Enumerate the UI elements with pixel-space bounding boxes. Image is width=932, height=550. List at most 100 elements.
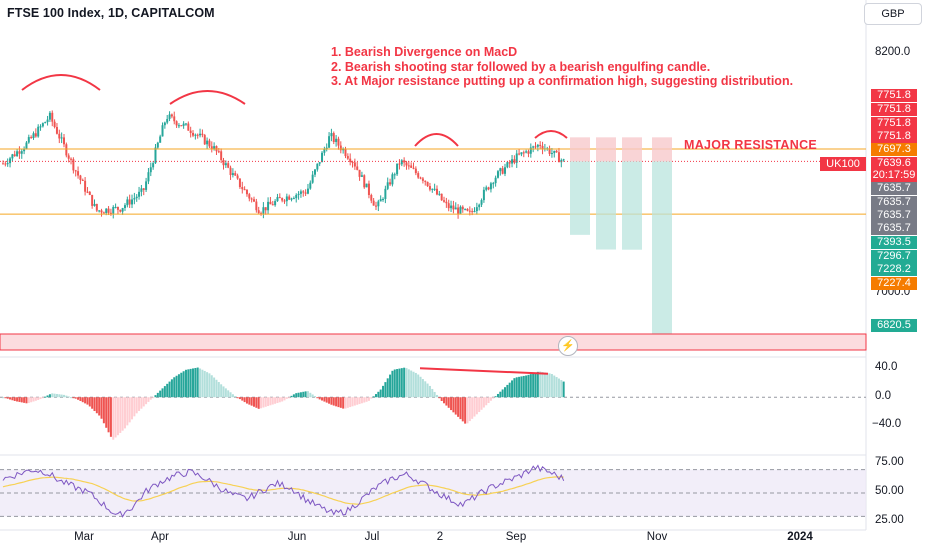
candle xyxy=(107,208,110,213)
candle xyxy=(496,171,499,178)
macd-bar xyxy=(400,368,403,398)
candle xyxy=(278,197,281,199)
macd-bar xyxy=(522,375,525,398)
candle xyxy=(391,174,394,185)
candle xyxy=(534,146,537,148)
candle xyxy=(267,201,270,211)
macd-bar xyxy=(55,393,58,398)
candle xyxy=(398,163,401,165)
currency-selector[interactable]: GBP xyxy=(864,3,922,25)
macd-bar xyxy=(278,397,281,403)
macd-bar xyxy=(93,397,96,411)
candle xyxy=(145,181,148,190)
candle xyxy=(224,163,227,166)
candle xyxy=(147,172,150,182)
candle xyxy=(192,132,195,136)
price-tag: 7227.4 xyxy=(871,277,917,290)
candle xyxy=(74,170,77,172)
candle xyxy=(360,175,363,177)
macd-bar xyxy=(543,372,546,398)
candle xyxy=(365,183,368,188)
candle xyxy=(318,162,321,164)
macd-bar xyxy=(189,368,192,398)
macd-bar xyxy=(485,397,488,406)
candle xyxy=(548,148,551,154)
macd-bar xyxy=(11,397,14,401)
macd-bar xyxy=(541,372,544,398)
macd-bar xyxy=(335,397,338,407)
macd-bar xyxy=(245,397,248,404)
candle xyxy=(337,138,340,146)
candle xyxy=(492,183,495,185)
macd-bar xyxy=(72,397,75,399)
candle xyxy=(34,133,37,137)
candle xyxy=(18,151,21,154)
macd-bar xyxy=(95,397,98,414)
macd-bar xyxy=(112,397,115,440)
macd-bar xyxy=(192,368,195,398)
macd-bar xyxy=(74,397,77,399)
macd-bar xyxy=(438,397,441,399)
candle xyxy=(377,201,380,207)
macd-bar xyxy=(550,374,553,398)
macd-bar xyxy=(534,372,537,398)
candle xyxy=(414,168,417,174)
macd-bar xyxy=(513,378,516,398)
macd-bar xyxy=(229,392,232,398)
candle xyxy=(370,194,373,201)
macd-bar xyxy=(445,397,448,406)
macd-bar xyxy=(555,377,558,398)
macd-bar xyxy=(166,383,169,398)
candle xyxy=(241,187,244,190)
candle xyxy=(140,188,143,192)
macd-bar xyxy=(79,397,82,401)
macd-bar xyxy=(332,397,335,406)
candle xyxy=(210,146,213,150)
candle xyxy=(478,204,481,208)
macd-bar xyxy=(398,368,401,398)
macd-bar xyxy=(159,390,162,398)
macd-bar xyxy=(133,397,136,417)
candle xyxy=(196,134,199,136)
macd-bar xyxy=(51,393,54,398)
candle xyxy=(344,149,347,157)
macd-bar xyxy=(39,397,42,400)
macd-bar xyxy=(213,377,216,398)
macd-bar xyxy=(464,397,467,424)
candle xyxy=(109,212,112,214)
macd-bar xyxy=(170,379,173,398)
candle xyxy=(536,144,539,147)
candle xyxy=(283,200,286,202)
macd-bar xyxy=(281,397,284,402)
candle xyxy=(440,193,443,201)
macd-bar xyxy=(98,397,101,416)
candle xyxy=(328,136,331,148)
candle xyxy=(199,133,202,136)
stop-zone xyxy=(570,137,590,162)
macd-bar xyxy=(276,397,279,404)
candle xyxy=(203,135,206,145)
price-pane xyxy=(0,74,867,351)
macd-bar xyxy=(34,397,37,401)
macd-bar xyxy=(391,370,394,398)
macd-bar xyxy=(283,397,286,401)
candle xyxy=(194,134,197,136)
macd-bar xyxy=(328,397,331,404)
macd-bar xyxy=(140,397,143,409)
candle xyxy=(6,163,9,165)
candle xyxy=(471,211,474,213)
macd-bar xyxy=(358,397,361,405)
candle xyxy=(79,175,82,180)
candle xyxy=(487,187,490,190)
candle xyxy=(513,159,516,163)
candle xyxy=(433,188,436,190)
candle xyxy=(393,174,396,176)
candle xyxy=(220,151,223,161)
candle xyxy=(511,159,514,164)
lightning-icon[interactable]: ⚡ xyxy=(558,336,578,356)
macd-bar xyxy=(520,376,523,398)
candle xyxy=(419,177,422,179)
macd-bar xyxy=(173,377,176,398)
macd-bar xyxy=(62,394,65,398)
